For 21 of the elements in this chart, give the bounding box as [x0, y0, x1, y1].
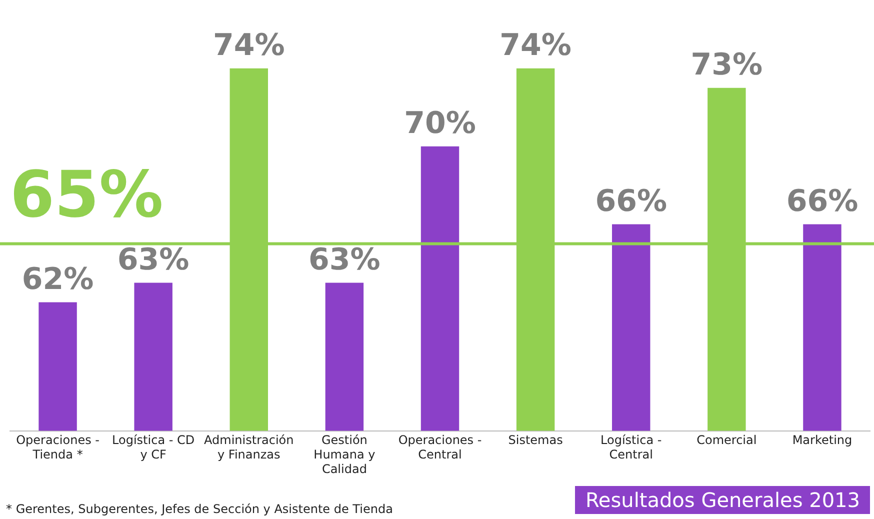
data-label: 74% [500, 28, 572, 64]
annotation: * Gerentes, Subgerentes, Jefes de Sección y Asistente de Tienda [6, 502, 393, 516]
data-label: 74% [212, 28, 285, 64]
ref-line-label: 65% [10, 158, 164, 232]
data-label: 63% [308, 242, 380, 278]
data-label: 73% [690, 48, 763, 83]
x-tick-label: Logística - CD y CF [112, 433, 195, 462]
x-tick-label: Administración y Finanzas [204, 433, 294, 462]
x-tick-label: Comercial [696, 433, 757, 448]
x-tick-label: Operaciones - Central [398, 433, 482, 462]
data-label: 66% [595, 184, 668, 220]
x-tick-label: Gestión Humana y Calidad [314, 433, 376, 476]
x-tick-label: Operaciones - Tienda * [16, 433, 100, 462]
x-tick-label: Marketing [792, 433, 852, 448]
data-label: 66% [786, 184, 858, 220]
x-tick-label: Logística - Central [600, 433, 662, 462]
data-label: 62% [22, 262, 94, 297]
text: Resultados Generales 2013 [575, 486, 870, 514]
data-label: 70% [404, 106, 476, 142]
x-tick-label: Sistemas [508, 433, 563, 448]
data-label: 63% [117, 242, 190, 278]
